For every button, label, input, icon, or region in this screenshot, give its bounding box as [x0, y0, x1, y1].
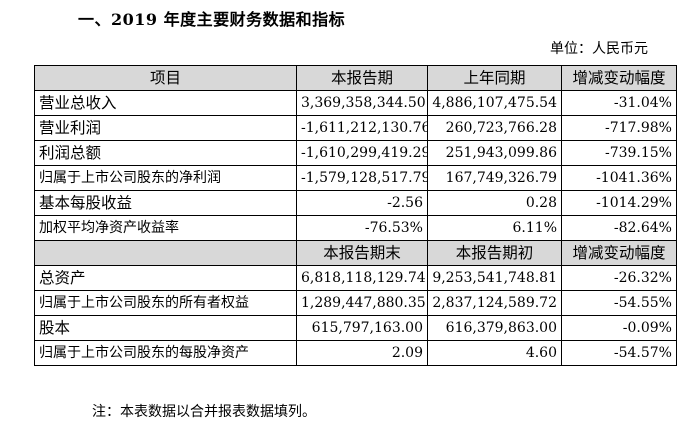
current-period-value: -1,611,212,130.76 — [296, 115, 428, 141]
period-end-value: 6,818,118,129.74 — [296, 265, 428, 291]
change-rate: -717.98% — [561, 115, 677, 141]
period-end-value: 1,289,447,880.35 — [296, 290, 428, 316]
table-footnote: 注：本表数据以合并报表数据填列。 — [92, 404, 316, 420]
current-period-value: -76.53% — [296, 215, 428, 241]
prior-period-value: 251,943,099.86 — [427, 140, 562, 166]
prior-period-value: 260,723,766.28 — [427, 115, 562, 141]
currency-unit: 单位：人民币元 — [550, 41, 648, 57]
table-row: 归属于上市公司股东的每股净资产 2.09 4.60 -54.57% — [34, 340, 677, 366]
prior-period-value: 0.28 — [427, 190, 562, 216]
change-rate: -54.57% — [561, 340, 677, 366]
table-row: 总资产 6,818,118,129.74 9,253,541,748.81 -2… — [34, 265, 677, 291]
row-label: 基本每股收益 — [34, 190, 297, 216]
period-start-value: 4.60 — [427, 340, 562, 366]
period-start-value: 9,253,541,748.81 — [427, 265, 562, 291]
period-end-value: 2.09 — [296, 340, 428, 366]
table-subheader-row: 本报告期末 本报告期初 增减变动幅度 — [34, 240, 677, 266]
row-label: 归属于上市公司股东的净利润 — [34, 165, 297, 191]
table-row: 利润总额 -1,610,299,419.29 251,943,099.86 -7… — [34, 140, 677, 166]
table-header-row: 项目 本报告期 上年同期 增减变动幅度 — [34, 65, 677, 91]
row-label: 加权平均净资产收益率 — [34, 215, 297, 241]
change-rate: -31.04% — [561, 90, 677, 116]
change-rate: -0.09% — [561, 315, 677, 341]
current-period-value: -1,579,128,517.79 — [296, 165, 428, 191]
change-rate: -739.15% — [561, 140, 677, 166]
row-label: 总资产 — [34, 265, 297, 291]
prior-period-value: 6.11% — [427, 215, 562, 241]
header-cell: 本报告期初 — [427, 240, 562, 266]
change-rate: -54.55% — [561, 290, 677, 316]
table-row: 股本 615,797,163.00 616,379,863.00 -0.09% — [34, 315, 677, 341]
row-label: 利润总额 — [34, 140, 297, 166]
row-label: 归属于上市公司股东的每股净资产 — [34, 340, 297, 366]
prior-period-value: 4,886,107,475.54 — [427, 90, 562, 116]
current-period-value: -2.56 — [296, 190, 428, 216]
current-period-value: -1,610,299,419.29 — [296, 140, 428, 166]
financial-data-table: 项目 本报告期 上年同期 增减变动幅度 营业总收入 3,369,358,344.… — [34, 65, 677, 366]
section-heading: 一、2019 年度主要财务数据和指标 — [78, 10, 346, 29]
prior-period-value: 167,749,326.79 — [427, 165, 562, 191]
change-rate: -1014.29% — [561, 190, 677, 216]
change-rate: -82.64% — [561, 215, 677, 241]
row-label: 股本 — [34, 315, 297, 341]
change-rate: -26.32% — [561, 265, 677, 291]
current-period-value: 3,369,358,344.50 — [296, 90, 428, 116]
table-row: 营业总收入 3,369,358,344.50 4,886,107,475.54 … — [34, 90, 677, 116]
row-label: 营业总收入 — [34, 90, 297, 116]
row-label: 营业利润 — [34, 115, 297, 141]
header-cell: 增减变动幅度 — [561, 65, 677, 91]
table-row: 营业利润 -1,611,212,130.76 260,723,766.28 -7… — [34, 115, 677, 141]
period-start-value: 616,379,863.00 — [427, 315, 562, 341]
header-cell — [34, 240, 297, 266]
period-start-value: 2,837,124,589.72 — [427, 290, 562, 316]
row-label: 归属于上市公司股东的所有者权益 — [34, 290, 297, 316]
table-row: 归属于上市公司股东的所有者权益 1,289,447,880.35 2,837,1… — [34, 290, 677, 316]
period-end-value: 615,797,163.00 — [296, 315, 428, 341]
header-cell: 增减变动幅度 — [561, 240, 677, 266]
header-cell: 本报告期 — [296, 65, 428, 91]
table-row: 加权平均净资产收益率 -76.53% 6.11% -82.64% — [34, 215, 677, 241]
header-cell: 项目 — [34, 65, 297, 91]
change-rate: -1041.36% — [561, 165, 677, 191]
header-cell: 上年同期 — [427, 65, 562, 91]
table-row: 归属于上市公司股东的净利润 -1,579,128,517.79 167,749,… — [34, 165, 677, 191]
header-cell: 本报告期末 — [296, 240, 428, 266]
table-row: 基本每股收益 -2.56 0.28 -1014.29% — [34, 190, 677, 216]
